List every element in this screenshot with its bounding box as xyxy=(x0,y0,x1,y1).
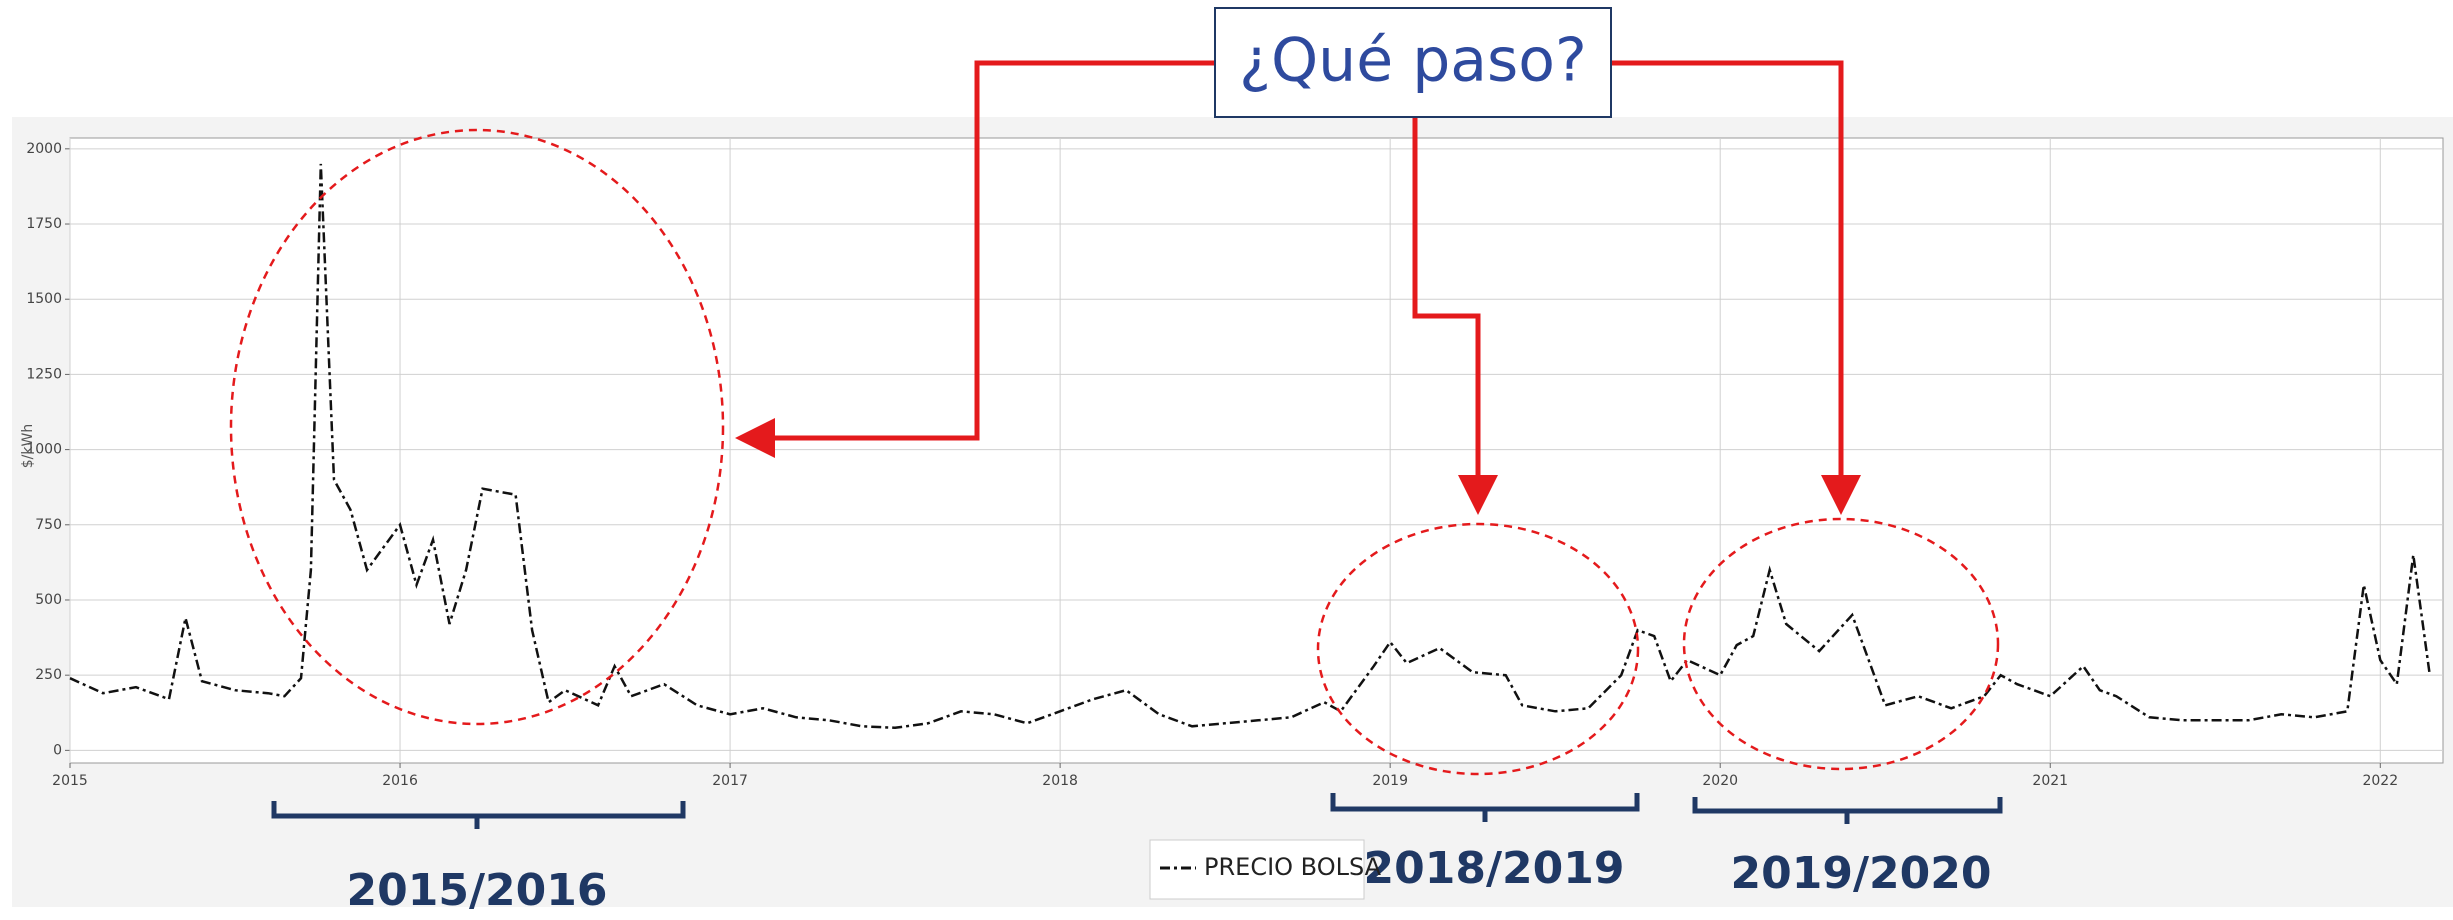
legend: PRECIO BOLSA xyxy=(1149,839,1382,900)
x-tick-label: 2016 xyxy=(382,773,418,789)
x-tick-label: 2018 xyxy=(1042,773,1078,789)
question-text: ¿Qué paso? xyxy=(1239,26,1587,96)
highlight-ellipse xyxy=(229,128,725,726)
bracket xyxy=(1330,793,1640,822)
legend-label: PRECIO BOLSA xyxy=(1204,853,1382,881)
x-tick-label: 2022 xyxy=(2362,773,2398,789)
period-label: 2019/2020 xyxy=(1731,848,1992,899)
x-tick-label: 2021 xyxy=(2032,773,2068,789)
period-label: 2015/2016 xyxy=(347,865,608,916)
x-tick-label: 2020 xyxy=(1702,773,1738,789)
arrow xyxy=(735,60,1215,458)
y-tick-label: 1750 xyxy=(26,216,62,232)
arrow xyxy=(1611,60,1861,515)
y-tick-label: 2000 xyxy=(26,141,62,157)
y-tick-label: 250 xyxy=(35,667,62,683)
arrow xyxy=(1412,117,1498,515)
y-tick-label: 500 xyxy=(35,592,62,608)
x-tick-label: 2015 xyxy=(52,773,88,789)
x-tick-label: 2017 xyxy=(712,773,748,789)
bracket xyxy=(271,801,686,829)
period-label: 2018/2019 xyxy=(1364,843,1625,894)
y-tick-label: 1500 xyxy=(26,291,62,307)
bracket xyxy=(1692,797,2003,824)
plot-bg xyxy=(69,137,2444,764)
y-tick-label: 0 xyxy=(53,742,62,758)
price-line xyxy=(69,163,2432,730)
highlight-ellipse xyxy=(1682,517,2000,771)
y-axis-label: $/kWh xyxy=(20,424,36,468)
highlight-ellipse xyxy=(1316,522,1640,776)
y-tick-label: 750 xyxy=(35,517,62,533)
question-box xyxy=(1214,7,1612,118)
x-tick-label: 2019 xyxy=(1372,773,1408,789)
y-tick-label: 1250 xyxy=(26,366,62,382)
y-tick-label: 1000 xyxy=(26,442,62,458)
